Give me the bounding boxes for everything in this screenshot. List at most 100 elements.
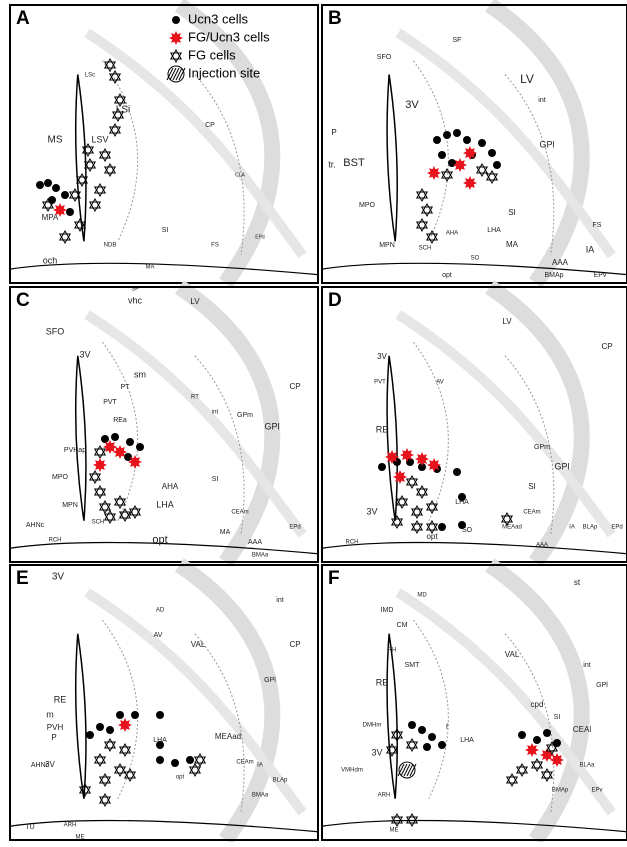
region-label: EPv	[594, 272, 607, 279]
ucn3-cell	[453, 129, 461, 137]
region-label: BLAp	[583, 525, 598, 531]
region-label: tr.	[328, 159, 336, 169]
fg-star	[100, 797, 110, 806]
fg-star	[442, 169, 452, 178]
fg-star	[90, 199, 100, 208]
region-label: GPl	[596, 682, 608, 689]
region-label: MPO	[52, 474, 69, 481]
region-label: FS	[211, 243, 219, 249]
region-label: IMD	[381, 607, 394, 614]
fg-star	[115, 764, 125, 773]
panel: stMDIMDCMRHSMTREVALintGPlcpdSICEAlDMHmfL…	[322, 565, 627, 840]
ucn3-cell	[378, 463, 386, 471]
ventricle	[76, 356, 86, 521]
fg-star	[407, 817, 417, 826]
ucn3-cell	[101, 435, 109, 443]
fg-star	[412, 524, 422, 533]
region-label: P	[331, 128, 336, 137]
fg-star	[120, 747, 130, 756]
fg-star	[417, 189, 427, 198]
fg-star	[95, 754, 105, 763]
legend-label: FG cells	[188, 47, 236, 62]
region-label: VAL	[191, 640, 206, 649]
fg-star	[412, 521, 422, 530]
fg-star	[110, 124, 120, 133]
ucn3-cell	[478, 139, 486, 147]
fg-star	[190, 767, 200, 776]
fg-star	[392, 519, 402, 528]
fg-star	[417, 222, 427, 231]
fg-star	[507, 777, 517, 786]
fg-star	[392, 817, 402, 826]
region-label: 3V	[79, 349, 90, 359]
region-label: CP	[205, 122, 215, 129]
region-label: LV	[190, 297, 200, 306]
region-label: m	[46, 709, 54, 719]
fg-star	[422, 204, 432, 213]
fg-star	[90, 471, 100, 480]
fiber-tract	[490, 5, 582, 283]
region-label: MA	[220, 529, 231, 536]
region-label: CP	[601, 342, 612, 351]
ucn3-cell	[48, 196, 56, 204]
fg-star	[100, 501, 110, 510]
fg-star	[407, 814, 417, 823]
fg-star	[412, 506, 422, 515]
fg-star	[487, 171, 497, 180]
brain-edge	[10, 821, 318, 832]
fg-star	[427, 521, 437, 530]
region-label: LSV	[91, 134, 108, 144]
ucn3-cell	[423, 743, 431, 751]
region-label: int	[212, 410, 219, 416]
ucn3-cell	[186, 756, 194, 764]
fg-star	[392, 814, 402, 823]
region-label: RE	[376, 424, 389, 434]
region-label: MPN	[379, 242, 395, 249]
fg-star	[532, 762, 542, 771]
fg-star	[100, 152, 110, 161]
region-label: CM	[397, 622, 408, 629]
double-labeled-cell	[118, 718, 132, 732]
fg-star	[60, 234, 70, 243]
region-label: RCH	[49, 538, 62, 544]
fiber-tract	[179, 287, 272, 562]
fg-star	[412, 509, 422, 518]
ucn3-cell	[453, 468, 461, 476]
region-label: AD	[156, 608, 165, 614]
fg-star	[397, 496, 407, 505]
region-label: SMT	[405, 662, 421, 669]
ucn3-cell	[171, 759, 179, 767]
region-label: SF	[453, 37, 462, 44]
ventricle	[387, 75, 397, 242]
brain-edge	[322, 543, 627, 554]
fg-star	[171, 53, 181, 62]
fg-star	[100, 504, 110, 513]
region-label: SCH	[92, 520, 105, 526]
legend: Ucn3 cellsFG/Ucn3 cellsFG cellsInjection…	[167, 11, 270, 82]
fg-star	[105, 739, 115, 748]
fg-star	[100, 149, 110, 158]
double-labeled-cell	[453, 158, 467, 172]
region-label: PVT	[103, 399, 117, 406]
region-label: int	[583, 662, 590, 669]
double-labeled-cell	[463, 146, 477, 160]
region-label: SO	[471, 256, 480, 262]
region-label: IA	[586, 244, 595, 254]
ventricle	[76, 634, 86, 799]
region-label: LHA	[460, 737, 474, 744]
ucn3-cell	[66, 208, 74, 216]
region-label: MD	[417, 593, 427, 599]
region-label: CP	[289, 382, 300, 391]
region-label: BMAp	[544, 272, 563, 279]
fg-star	[105, 511, 115, 520]
fg-star	[100, 794, 110, 803]
ucn3-cell	[433, 136, 441, 144]
region-label: ARH	[378, 793, 391, 799]
fg-star	[95, 757, 105, 766]
region-label: PVT	[374, 380, 386, 386]
ucn3-cell	[52, 184, 60, 192]
ucn3-cell	[418, 726, 426, 734]
double-labeled-cell	[427, 166, 441, 180]
region-label: opt	[176, 775, 185, 781]
region-label: RH	[388, 648, 397, 654]
